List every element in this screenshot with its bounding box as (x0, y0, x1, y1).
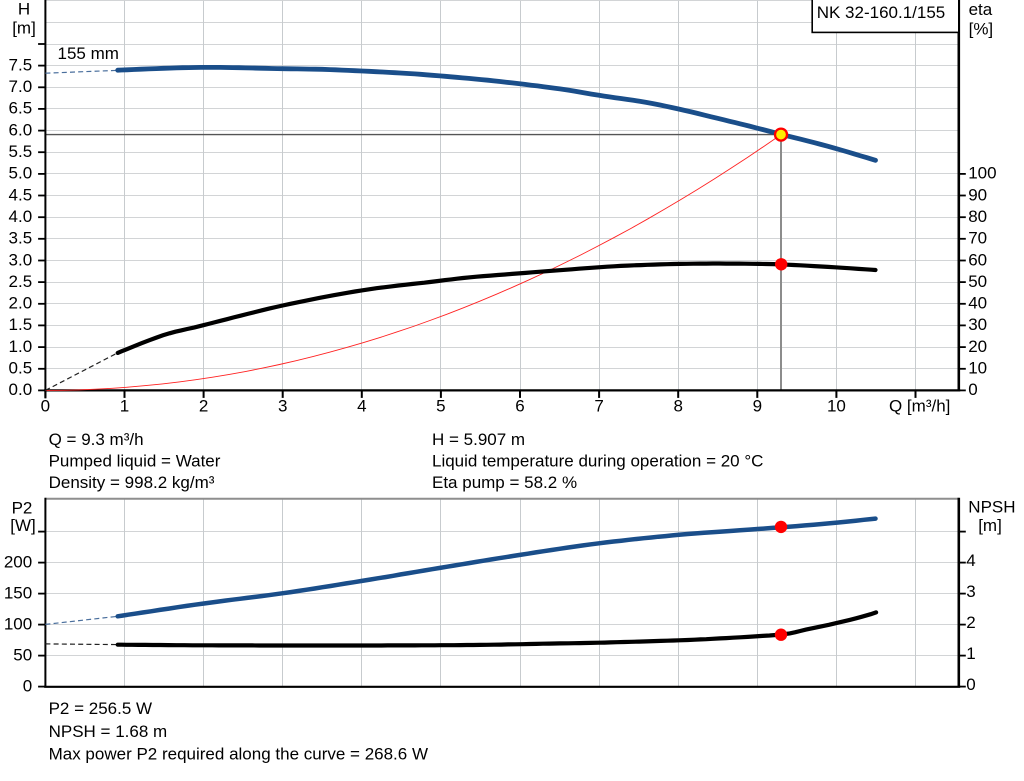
svg-text:[W]: [W] (10, 516, 36, 535)
svg-text:6.0: 6.0 (9, 120, 33, 139)
svg-text:30: 30 (968, 315, 987, 334)
svg-text:P2: P2 (12, 498, 33, 517)
svg-text:4: 4 (357, 397, 366, 416)
svg-text:0.0: 0.0 (9, 380, 33, 399)
svg-text:0: 0 (41, 397, 50, 416)
svg-text:Liquid temperature during oper: Liquid temperature during operation = 20… (432, 452, 763, 471)
svg-text:50: 50 (13, 645, 32, 664)
svg-text:10: 10 (968, 359, 987, 378)
svg-text:H: H (18, 0, 30, 18)
svg-text:4.0: 4.0 (9, 207, 33, 226)
svg-text:0: 0 (968, 380, 977, 399)
svg-text:5: 5 (436, 397, 445, 416)
svg-text:[%]: [%] (969, 19, 994, 38)
svg-text:Pumped liquid = Water: Pumped liquid = Water (49, 452, 221, 471)
svg-text:2: 2 (966, 613, 975, 632)
svg-text:Eta pump = 58.2 %: Eta pump = 58.2 % (432, 473, 577, 492)
svg-text:Density = 998.2 kg/m³: Density = 998.2 kg/m³ (49, 473, 215, 492)
svg-text:7: 7 (594, 397, 603, 416)
svg-text:155 mm: 155 mm (58, 44, 119, 63)
svg-text:6: 6 (515, 397, 524, 416)
svg-text:NPSH = 1.68 m: NPSH = 1.68 m (49, 722, 168, 741)
svg-text:1.5: 1.5 (9, 315, 33, 334)
svg-text:3.5: 3.5 (9, 229, 33, 248)
svg-text:200: 200 (4, 552, 32, 571)
svg-text:4: 4 (966, 551, 975, 570)
svg-text:0.5: 0.5 (9, 359, 33, 378)
svg-text:7.5: 7.5 (9, 55, 33, 74)
svg-text:7.0: 7.0 (9, 77, 33, 96)
svg-text:100: 100 (4, 614, 32, 633)
svg-text:5.0: 5.0 (9, 164, 33, 183)
svg-text:H = 5.907 m: H = 5.907 m (432, 430, 525, 449)
svg-text:4.5: 4.5 (9, 185, 33, 204)
svg-text:[m]: [m] (978, 516, 1002, 535)
svg-text:0: 0 (23, 676, 32, 695)
svg-text:1: 1 (966, 644, 975, 663)
svg-text:2: 2 (199, 397, 208, 416)
svg-text:90: 90 (968, 185, 987, 204)
svg-text:3: 3 (966, 582, 975, 601)
svg-text:0: 0 (966, 675, 975, 694)
svg-text:2.5: 2.5 (9, 272, 33, 291)
svg-text:9: 9 (753, 397, 762, 416)
svg-text:[m]: [m] (12, 19, 36, 38)
svg-text:20: 20 (968, 337, 987, 356)
svg-text:Q = 9.3 m³/h: Q = 9.3 m³/h (49, 430, 144, 449)
svg-text:70: 70 (968, 229, 987, 248)
svg-text:Q [m³/h]: Q [m³/h] (889, 397, 950, 416)
svg-text:50: 50 (968, 272, 987, 291)
svg-text:8: 8 (673, 397, 682, 416)
svg-text:3: 3 (278, 397, 287, 416)
svg-text:80: 80 (968, 207, 987, 226)
svg-text:60: 60 (968, 250, 987, 269)
svg-text:40: 40 (968, 294, 987, 313)
svg-text:P2 = 256.5 W: P2 = 256.5 W (49, 699, 152, 718)
svg-text:3.0: 3.0 (9, 250, 33, 269)
svg-text:5.5: 5.5 (9, 142, 33, 161)
svg-text:1.0: 1.0 (9, 337, 33, 356)
svg-text:6.5: 6.5 (9, 99, 33, 118)
svg-text:1: 1 (120, 397, 129, 416)
svg-text:10: 10 (827, 397, 846, 416)
svg-text:Max power P2 required along th: Max power P2 required along the curve = … (49, 745, 428, 764)
svg-text:NK 32-160.1/155: NK 32-160.1/155 (817, 3, 946, 22)
svg-text:eta: eta (969, 0, 993, 19)
svg-text:NPSH: NPSH (968, 497, 1015, 516)
svg-text:2.0: 2.0 (9, 294, 33, 313)
svg-text:150: 150 (4, 583, 32, 602)
svg-text:100: 100 (968, 164, 996, 183)
